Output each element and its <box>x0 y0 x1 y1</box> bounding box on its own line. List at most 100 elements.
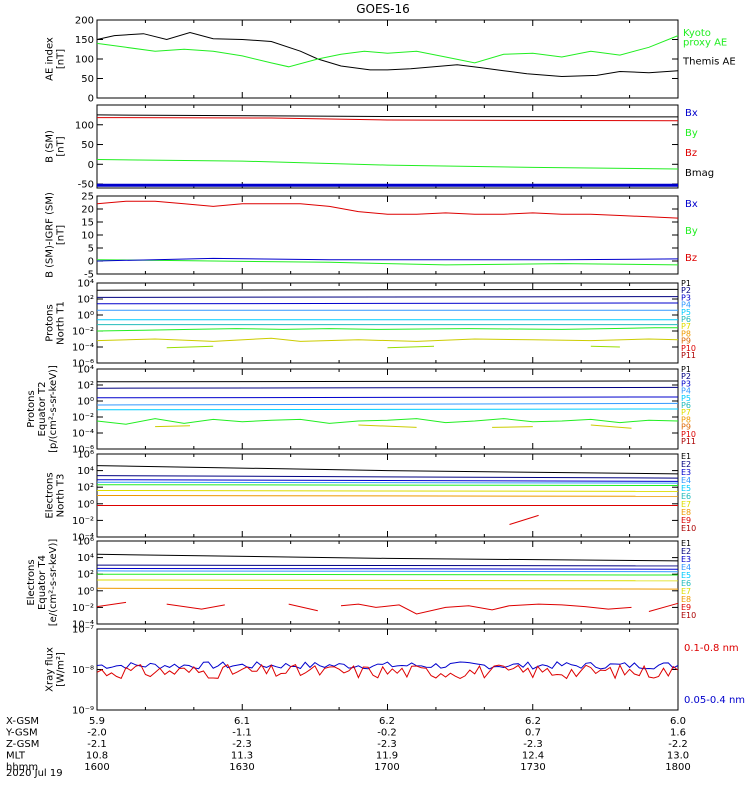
panel-xr: 10⁻⁹ 10⁻⁸ 10⁻⁷ Xray flux [W/m²] 0.1-0.8 nm 0.0… <box>45 625 746 717</box>
legend-entry: P10 <box>681 430 696 439</box>
x-axis-row-value: 6.1 <box>234 716 250 727</box>
series-line-bz <box>96 117 679 122</box>
figure-title: GOES-16 <box>356 2 410 16</box>
x-axis-row-label: Z-GSM <box>6 739 39 750</box>
y-tick-label: 10 <box>81 231 94 242</box>
legend-entry: P4 <box>681 387 691 396</box>
series-line-p7 <box>96 327 678 332</box>
series-line-e9 <box>96 601 127 608</box>
y-tick-label: -50 <box>78 180 94 191</box>
y-tick-label: 0 <box>88 257 94 268</box>
y-axis-label: Equator T2 <box>37 382 48 437</box>
legend-entry: P1 <box>681 279 691 288</box>
x-axis-row-value: -2.0 <box>87 728 107 739</box>
y-tick-label: 10² <box>77 570 94 581</box>
legend-entry: P1 <box>681 365 691 374</box>
legend-entry: 0.05-0.4 nm <box>684 695 745 706</box>
y-tick-label: 10⁻⁹ <box>72 706 94 717</box>
legend-entry: P3 <box>681 379 691 388</box>
x-axis-row-value: 11.3 <box>231 751 253 762</box>
legend-entry: E2 <box>681 460 691 469</box>
y-tick-label: 100 <box>75 120 94 131</box>
x-axis-row-value: 1.6 <box>670 728 686 739</box>
legend-entry: 0.1-0.8 nm <box>684 643 739 654</box>
y-tick-label: 10⁻⁴ <box>72 620 94 631</box>
series-line-p2 <box>96 386 679 389</box>
legend-entry: E7 <box>681 587 691 596</box>
legend-entry: P11 <box>681 437 696 446</box>
legend-entry: E4 <box>681 563 691 572</box>
y-axis-label: [p/(cm²-s-sr-keV)] <box>48 365 59 453</box>
y-tick-label: 10⁻² <box>72 413 94 424</box>
legend-entry: E2 <box>681 547 691 556</box>
series-line-p3 <box>96 302 679 305</box>
series-line-e9 <box>509 514 539 525</box>
series-line-e9 <box>288 603 318 612</box>
y-tick-label: 10⁻⁴ <box>72 429 94 440</box>
series-line-p8 <box>492 426 533 428</box>
panel-ee: 10⁻⁴ 10⁻² 10⁰ 10² 10⁴ 10⁶ Electrons Equator T4[… <box>26 537 696 631</box>
x-axis-row-value: 1600 <box>84 762 109 773</box>
legend-entry: E10 <box>681 524 696 533</box>
series-line-e3 <box>96 567 679 570</box>
legend-entry: Bz <box>685 148 697 159</box>
y-tick-label: 10⁻⁴ <box>72 533 94 544</box>
x-axis-row-value: -2.1 <box>87 739 107 750</box>
series-line-e1 <box>96 465 679 475</box>
legend-entry: P6 <box>681 401 691 410</box>
series-line-e4 <box>96 481 679 484</box>
series-line-e2 <box>96 564 679 567</box>
legend-entry: By <box>685 226 698 237</box>
series-line-e9 <box>166 603 225 610</box>
series-line-e7 <box>96 587 679 590</box>
y-tick-label: 10⁴ <box>77 279 94 290</box>
x-axis-row-value: 6.2 <box>379 716 395 727</box>
y-axis-label: [nT] <box>56 49 67 69</box>
y-tick-label: 10⁻² <box>72 327 94 338</box>
series-line-e4 <box>96 570 679 573</box>
series-line-e6 <box>96 579 679 582</box>
series-line-e9 <box>648 602 679 612</box>
series-line-e3 <box>96 479 679 482</box>
y-axis-label: North T3 <box>56 474 67 518</box>
legend-entry: Bx <box>685 199 698 210</box>
legend-entry: E10 <box>681 611 696 620</box>
series-line-kyoto-proxy-ae <box>96 35 679 68</box>
legend-entry: Bmag <box>685 168 714 179</box>
series-line-bz <box>96 200 679 219</box>
y-tick-label: 10⁴ <box>77 553 94 564</box>
y-tick-label: 10⁻² <box>72 603 94 614</box>
series-line-p3 <box>96 396 679 399</box>
y-tick-label: 10² <box>77 381 94 392</box>
legend-entry: P4 <box>681 301 691 310</box>
y-tick-label: 10² <box>77 295 94 306</box>
series-line-p8 <box>358 424 417 428</box>
legend-entry: P6 <box>681 315 691 324</box>
x-axis-row-value: -0.2 <box>377 728 397 739</box>
x-axis-row-value: -2.3 <box>232 739 252 750</box>
legend-entry: P9 <box>681 423 691 432</box>
legend-entry: By <box>685 128 698 139</box>
y-axis-label: AE index <box>45 37 56 81</box>
series-line-e6 <box>96 490 679 492</box>
legend-entry: E8 <box>681 508 691 517</box>
legend-entry: E5 <box>681 571 691 580</box>
y-tick-label: 10⁻⁸ <box>72 665 94 676</box>
legend-entry: P2 <box>681 286 691 295</box>
panel-frame <box>96 628 679 711</box>
panel-pe: 10⁻⁶ 10⁻⁴ 10⁻² 10⁰ 10² 10⁴ Protons Equator T2 [p… <box>26 365 696 456</box>
series-line-by <box>96 159 679 170</box>
x-axis-row-value: 1730 <box>520 762 545 773</box>
x-axis-row-value: 6.2 <box>525 716 541 727</box>
series-line-p8 <box>155 425 191 428</box>
y-tick-label: 5 <box>88 244 94 255</box>
x-axis-row-value: 0.7 <box>525 728 541 739</box>
panel-frame <box>96 282 679 364</box>
legend-entry: P5 <box>681 394 691 403</box>
series-line-bmag <box>96 114 679 118</box>
legend-entry: P3 <box>681 293 691 302</box>
y-tick-label: 10² <box>77 483 94 494</box>
y-tick-label: 50 <box>81 74 94 85</box>
